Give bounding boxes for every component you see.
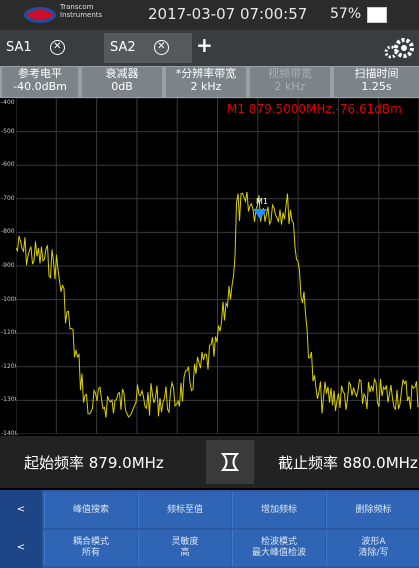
delete-marker-button[interactable]: 删除频标 [326, 492, 419, 528]
datetime: 2017-03-07 07:00:57 [148, 5, 308, 23]
battery-icon [367, 7, 387, 23]
status-bar: Transcom Instruments 2017-03-07 07:00:57… [0, 0, 419, 30]
coupling-mode-button[interactable]: 耦合模式 所有 [44, 530, 137, 566]
y-axis-labels: -400 -500 -600 -700 -800 -900 -1000 -1100 -1200 -… [0, 98, 19, 437]
marker-m1-label: M1 [256, 197, 268, 206]
parameter-bar: 参考电平 -40.0dBm 衰减器 0dB *分辨率带宽 2 kHz 视频带宽 2 kH… [0, 66, 419, 98]
tab-bar: SA1 ✕ SA2 ✕ [0, 30, 419, 66]
sweep-time-button[interactable]: 扫描时间 1.25s [334, 67, 419, 97]
tab-sa2[interactable]: SA2 ✕ [104, 33, 192, 63]
marker-m1 [253, 209, 267, 219]
battery-percent: 57% [330, 6, 362, 22]
add-marker-button[interactable]: 增加频标 [232, 492, 325, 528]
menu-back-arrow-icon[interactable]: < [0, 528, 42, 568]
y-tick-label: -1400 [1, 430, 19, 437]
rbw-button[interactable]: *分辨率带宽 2 kHz [166, 67, 246, 97]
swap-frequency-button[interactable] [206, 440, 254, 484]
trace-a-button[interactable]: 波形A 清除/写 [326, 530, 419, 566]
ref-level-button[interactable]: 参考电平 -40.0dBm [2, 67, 78, 97]
brand-name: Transcom Instruments [60, 3, 103, 19]
tab-sa1-label: SA1 [6, 40, 32, 55]
menu-back-arrow-icon[interactable]: < [0, 490, 42, 530]
peak-search-button[interactable]: 峰值搜索 [44, 492, 137, 528]
y-tick-label: -500 [1, 127, 15, 135]
close-icon[interactable]: ✕ [153, 40, 169, 55]
softkey-row-2: < 耦合模式 所有 灵敏度高 检波模式 最大峰值检波 波形A 清除/写 [0, 528, 419, 568]
y-tick-label: -900 [1, 262, 15, 269]
y-tick-label: -1100 [1, 329, 19, 337]
attenuator-button[interactable]: 衰减器 0dB [82, 67, 162, 97]
softkey-row-1: < 峰值搜索 频标至值 增加频标 删除频标 [0, 490, 419, 530]
close-icon[interactable]: ✕ [49, 40, 65, 55]
spectrum-trace [16, 191, 419, 418]
stop-frequency[interactable]: 截止频率 880.0MHz [278, 454, 418, 472]
marker-readout: M1 879.5000MHz,-76.61dBm [227, 102, 402, 116]
gear-icon[interactable] [382, 36, 416, 60]
y-tick-label: -700 [1, 194, 15, 202]
sensitivity-button[interactable]: 灵敏度高 [138, 530, 231, 566]
start-frequency[interactable]: 起始频率 879.0MHz [24, 454, 164, 472]
swap-icon [220, 453, 240, 471]
y-tick-label: -1200 [1, 362, 19, 370]
marker-to-value-button[interactable]: 频标至值 [138, 492, 231, 528]
detector-mode-button[interactable]: 检波模式 最大峰值检波 [232, 530, 325, 566]
y-tick-label: -400 [1, 99, 15, 106]
spectrum-plot[interactable]: M1 [16, 98, 419, 434]
y-tick-label: -1300 [1, 396, 19, 404]
transcom-logo-icon [24, 7, 56, 23]
plot-grid [16, 98, 419, 434]
y-tick-label: -600 [1, 161, 15, 169]
y-tick-label: -800 [1, 228, 15, 236]
y-tick-label: -1000 [1, 295, 19, 303]
vbw-button[interactable]: 视频带宽 2 kHz [250, 67, 330, 97]
tab-sa1[interactable]: SA1 ✕ [0, 33, 106, 63]
add-tab-plus-icon[interactable]: + [196, 33, 213, 57]
tab-sa2-label: SA2 [110, 40, 136, 55]
